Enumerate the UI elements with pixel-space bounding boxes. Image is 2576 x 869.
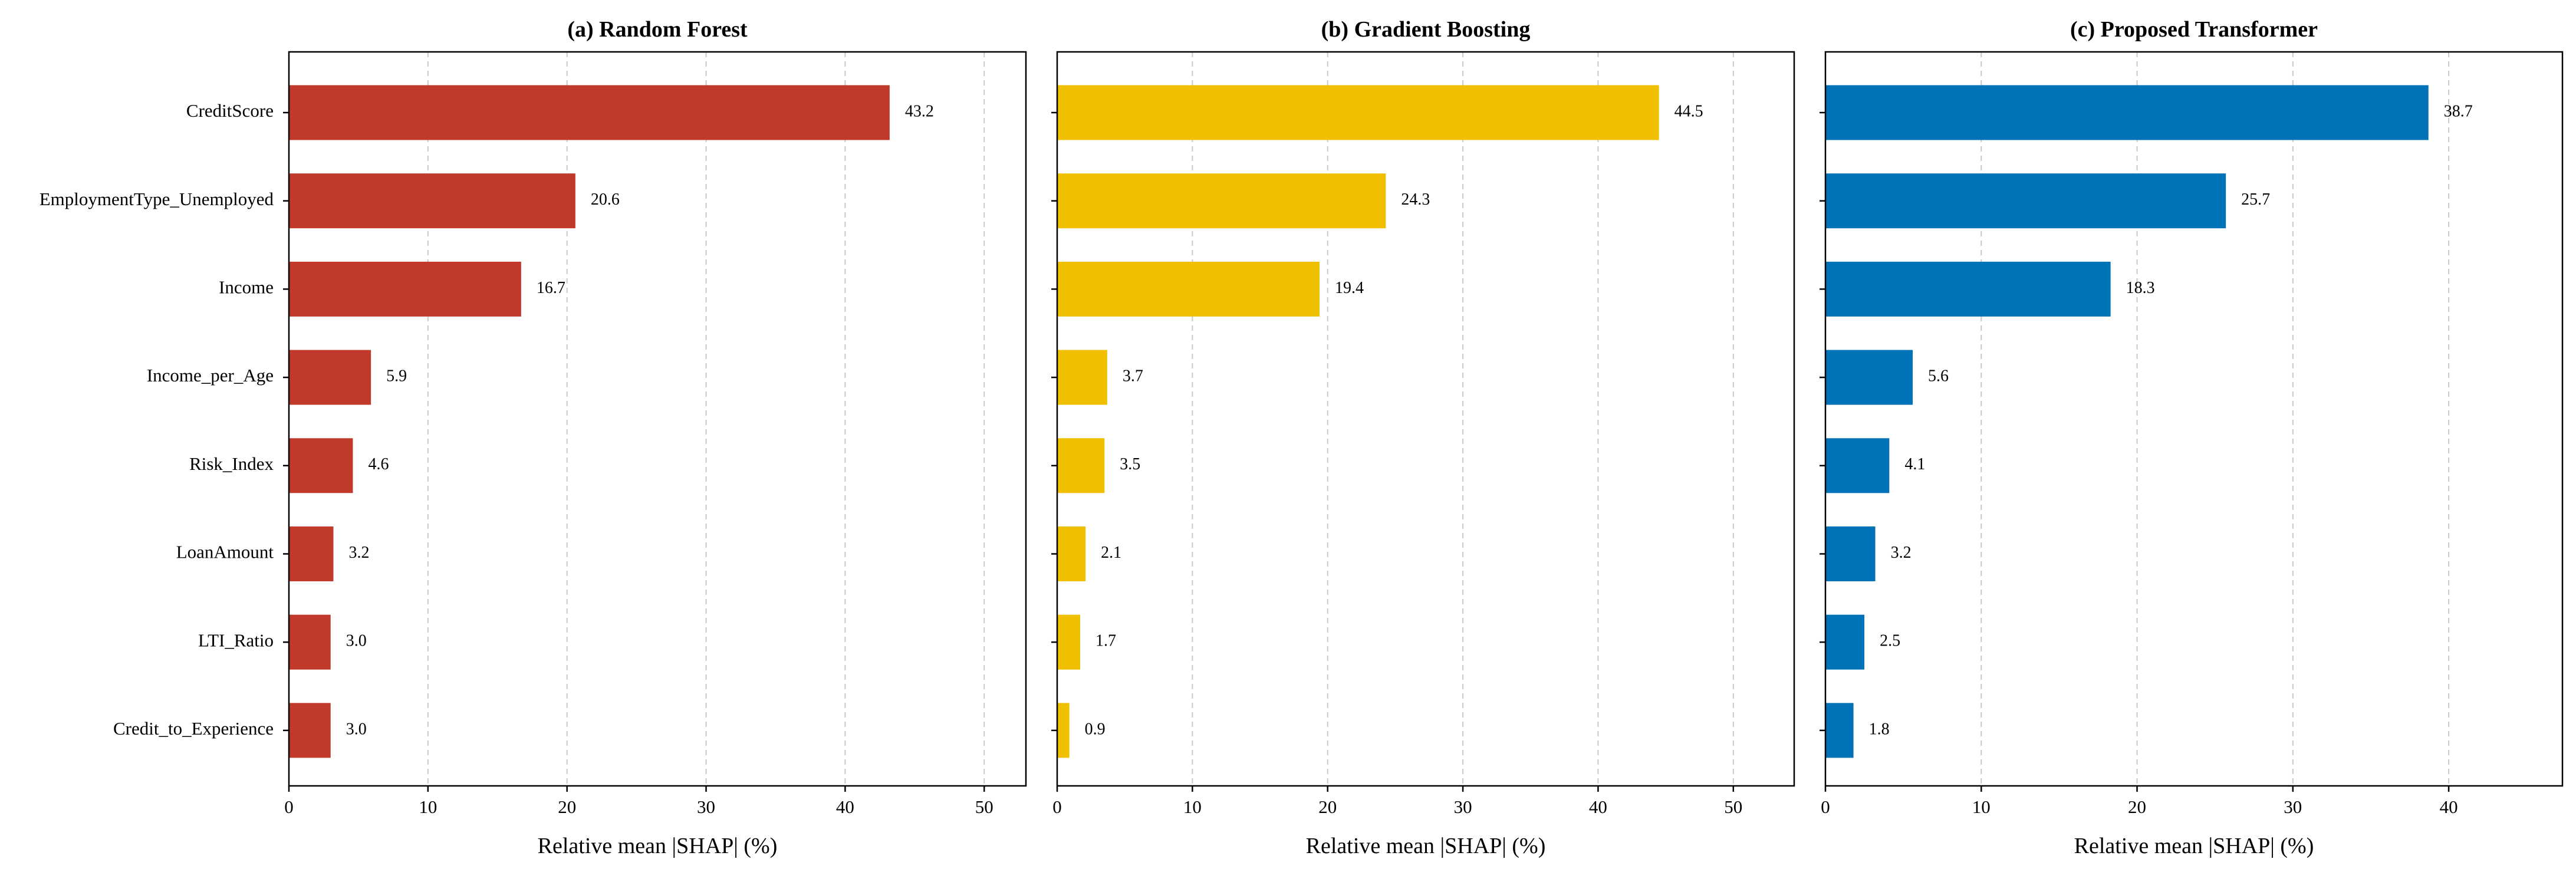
bar-EmploymentType_Unemployed bbox=[289, 173, 575, 229]
axis-frame bbox=[1056, 51, 1795, 787]
x-tick-label: 0 bbox=[1821, 796, 1830, 817]
data-label: 1.8 bbox=[1869, 720, 1890, 738]
data-label: 5.6 bbox=[1928, 367, 1949, 386]
bar-Credit_to_Experience bbox=[1825, 703, 1854, 758]
bar-Risk_Index bbox=[289, 438, 353, 493]
axis-frame bbox=[1824, 51, 2564, 787]
bar-CreditScore bbox=[289, 85, 890, 140]
category-label: Income bbox=[219, 277, 274, 298]
x-tick-label: 20 bbox=[1318, 796, 1337, 817]
x-tick-label: 10 bbox=[419, 796, 437, 817]
bar-EmploymentType_Unemployed bbox=[1825, 173, 2226, 229]
x-tick-label: 30 bbox=[2284, 796, 2302, 817]
x-tick-label: 40 bbox=[836, 796, 854, 817]
panel-title: (c) Proposed Transformer bbox=[2070, 17, 2318, 42]
data-label: 19.4 bbox=[1335, 279, 1364, 297]
data-label: 3.2 bbox=[348, 544, 369, 562]
x-tick-label: 30 bbox=[697, 796, 715, 817]
x-tick-label: 20 bbox=[558, 796, 576, 817]
bar-LoanAmount bbox=[289, 526, 334, 581]
x-tick-label: 10 bbox=[1183, 796, 1202, 817]
category-label: CreditScore bbox=[186, 100, 274, 121]
bar-Income_per_Age bbox=[289, 350, 371, 405]
data-label: 16.7 bbox=[537, 279, 565, 297]
bar-Credit_to_Experience bbox=[289, 703, 331, 758]
bar-CreditScore bbox=[1825, 85, 2429, 140]
data-label: 25.7 bbox=[2241, 190, 2270, 209]
bar-EmploymentType_Unemployed bbox=[1057, 173, 1386, 229]
data-label: 0.9 bbox=[1085, 720, 1106, 738]
data-label: 3.2 bbox=[1891, 544, 1912, 562]
x-tick-label: 40 bbox=[1589, 796, 1607, 817]
category-label: Risk_Index bbox=[189, 453, 274, 474]
bar-Income bbox=[1057, 261, 1320, 317]
x-axis-label: Relative mean |SHAP| (%) bbox=[538, 834, 778, 858]
data-label: 24.3 bbox=[1401, 190, 1430, 209]
bar-LTI_Ratio bbox=[1825, 614, 1865, 670]
category-label: Credit_to_Experience bbox=[113, 718, 274, 739]
chart-panel-1: 43.2 CreditScore 20.6 EmploymentType_Unempl… bbox=[40, 17, 1027, 858]
panel-title: (a) Random Forest bbox=[567, 17, 748, 42]
chart-panel-3: 38.7 25.7 18.3 5.6 4.1 3.2 2.5 1.8 0 10 20 30 40 (c) … bbox=[1820, 17, 2564, 858]
data-label: 2.1 bbox=[1101, 544, 1121, 562]
data-label: 3.7 bbox=[1123, 367, 1143, 386]
x-tick-label: 50 bbox=[975, 796, 993, 817]
data-label: 4.1 bbox=[1904, 455, 1925, 473]
category-label: EmploymentType_Unemployed bbox=[40, 189, 274, 209]
data-label: 20.6 bbox=[591, 190, 620, 209]
axis-frame bbox=[288, 51, 1027, 787]
bar-Risk_Index bbox=[1057, 438, 1105, 493]
x-tick-label: 40 bbox=[2440, 796, 2458, 817]
bar-LTI_Ratio bbox=[1057, 614, 1080, 670]
data-label: 18.3 bbox=[2126, 279, 2155, 297]
category-label: LoanAmount bbox=[176, 542, 274, 562]
data-label: 2.5 bbox=[1880, 632, 1900, 650]
x-axis-label: Relative mean |SHAP| (%) bbox=[1306, 834, 1546, 858]
bar-Income bbox=[289, 261, 521, 317]
x-axis-label: Relative mean |SHAP| (%) bbox=[2074, 834, 2314, 858]
x-tick-label: 20 bbox=[2128, 796, 2146, 817]
bar-LoanAmount bbox=[1057, 526, 1086, 581]
chart-panel-2: 44.5 24.3 19.4 3.7 3.5 2.1 1.7 0.9 0 10 20 30 40 50 (b… bbox=[1051, 17, 1795, 858]
x-tick-label: 50 bbox=[1724, 796, 1742, 817]
bar-LTI_Ratio bbox=[289, 614, 331, 670]
data-label: 3.0 bbox=[346, 720, 367, 738]
panel-title: (b) Gradient Boosting bbox=[1321, 17, 1531, 42]
x-tick-label: 30 bbox=[1454, 796, 1472, 817]
bar-Income bbox=[1825, 261, 2111, 317]
data-label: 3.0 bbox=[346, 632, 367, 650]
data-label: 44.5 bbox=[1674, 102, 1703, 120]
category-label: Income_per_Age bbox=[147, 365, 274, 386]
data-label: 38.7 bbox=[2444, 102, 2473, 120]
bar-CreditScore bbox=[1057, 85, 1659, 140]
data-label: 5.9 bbox=[386, 367, 407, 386]
bar-Income_per_Age bbox=[1825, 350, 1913, 405]
data-label: 43.2 bbox=[905, 102, 934, 120]
x-tick-label: 0 bbox=[1052, 796, 1062, 817]
data-label: 3.5 bbox=[1120, 455, 1140, 473]
data-label: 1.7 bbox=[1095, 632, 1116, 650]
category-label: LTI_Ratio bbox=[198, 630, 274, 650]
bar-LoanAmount bbox=[1825, 526, 1876, 581]
bar-Risk_Index bbox=[1825, 438, 1890, 493]
bar-Income_per_Age bbox=[1057, 350, 1107, 405]
x-tick-label: 0 bbox=[284, 796, 294, 817]
x-tick-label: 10 bbox=[1972, 796, 1991, 817]
data-label: 4.6 bbox=[368, 455, 389, 473]
bar-Credit_to_Experience bbox=[1057, 703, 1070, 758]
